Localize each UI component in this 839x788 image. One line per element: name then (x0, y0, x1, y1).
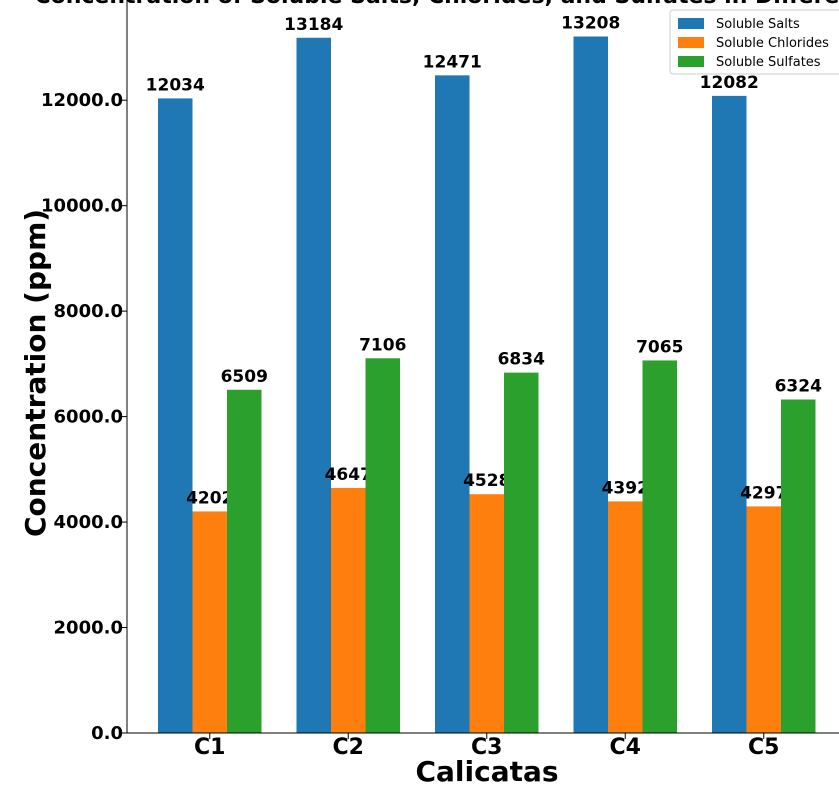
bar-soluble-salts-c4 (573, 36, 608, 733)
bar-soluble-chlorides-c2 (331, 487, 366, 733)
bar-soluble-salts-c3 (435, 75, 470, 733)
legend-swatch (678, 18, 704, 29)
x-tick-label: C5 (748, 735, 779, 760)
bar-value-label: 12034 (146, 75, 205, 95)
bar-soluble-sulfates-c4 (642, 360, 677, 733)
x-axis: C1 C2 C3 C4 C5 (127, 732, 839, 760)
bar-soluble-sulfates-c1 (227, 389, 262, 733)
bar-soluble-chlorides-c3 (469, 494, 504, 733)
bar-value-label: 7106 (359, 335, 406, 355)
bar-soluble-salts-c2 (296, 37, 331, 734)
bar-soluble-salts-c1 (158, 98, 193, 733)
y-tick-label: 6000.0 (54, 407, 123, 428)
legend-swatch (678, 56, 704, 67)
bar-value-label: 12471 (423, 52, 482, 72)
bar-soluble-chlorides-c1 (192, 511, 227, 733)
y-tick-label: 2000.0 (54, 618, 123, 639)
bar-value-label: 4202 (186, 488, 233, 508)
bar-value-label: 4528 (463, 471, 510, 491)
y-tick-label: 0.0 (91, 723, 123, 744)
x-tick-label: C4 (610, 735, 641, 760)
x-axis-title: Calicatas (415, 755, 558, 788)
legend-entry-label: Soluble Salts (716, 17, 800, 32)
bar-soluble-salts-c5 (712, 95, 747, 734)
bar-value-label: 4392 (602, 478, 649, 498)
bar-value-label: 6509 (221, 367, 268, 387)
bar-value-label: 13208 (561, 13, 620, 33)
y-tick-label: 8000.0 (54, 301, 123, 322)
y-axis: 0.0 2000.0 4000.0 6000.0 8000.0 10000.0 12000.… (41, 0, 128, 744)
chart-title: Concentration of Soluble Salts, Chloride… (34, 0, 839, 9)
y-tick-label: 4000.0 (54, 512, 123, 533)
x-tick-label: C2 (333, 735, 364, 760)
bar-value-label: 13184 (284, 15, 343, 35)
bar-soluble-sulfates-c3 (504, 372, 539, 733)
bar-soluble-chlorides-c5 (746, 506, 781, 733)
y-tick-label: 12000.0 (41, 90, 123, 111)
legend-entry-label: Soluble Chlorides (716, 36, 829, 51)
bar-value-label: 6324 (775, 377, 822, 397)
plot-area: 12034 13184 12471 13208 12082 4202 4647 4528 439… (146, 13, 822, 734)
bar-soluble-sulfates-c5 (781, 399, 816, 733)
bar-soluble-chlorides-c4 (608, 501, 643, 733)
legend: Soluble Salts Soluble Chlorides Soluble Su… (669, 9, 839, 75)
y-tick-label: 10000.0 (41, 196, 123, 217)
legend-entry-label: Soluble Sulfates (716, 55, 821, 70)
bar-value-label: 7065 (636, 337, 683, 357)
bar-value-label: 6834 (498, 350, 545, 370)
x-tick-label: C3 (471, 735, 502, 760)
legend-swatch (678, 37, 704, 48)
bar-value-label: 12082 (700, 73, 759, 93)
bar-soluble-sulfates-c2 (365, 358, 400, 733)
y-axis-title: Concentration (ppm) (19, 209, 52, 537)
bar-value-label: 4297 (740, 483, 787, 503)
x-tick-label: C1 (194, 735, 225, 760)
bar-value-label: 4647 (325, 465, 372, 485)
legend-box (669, 9, 839, 75)
